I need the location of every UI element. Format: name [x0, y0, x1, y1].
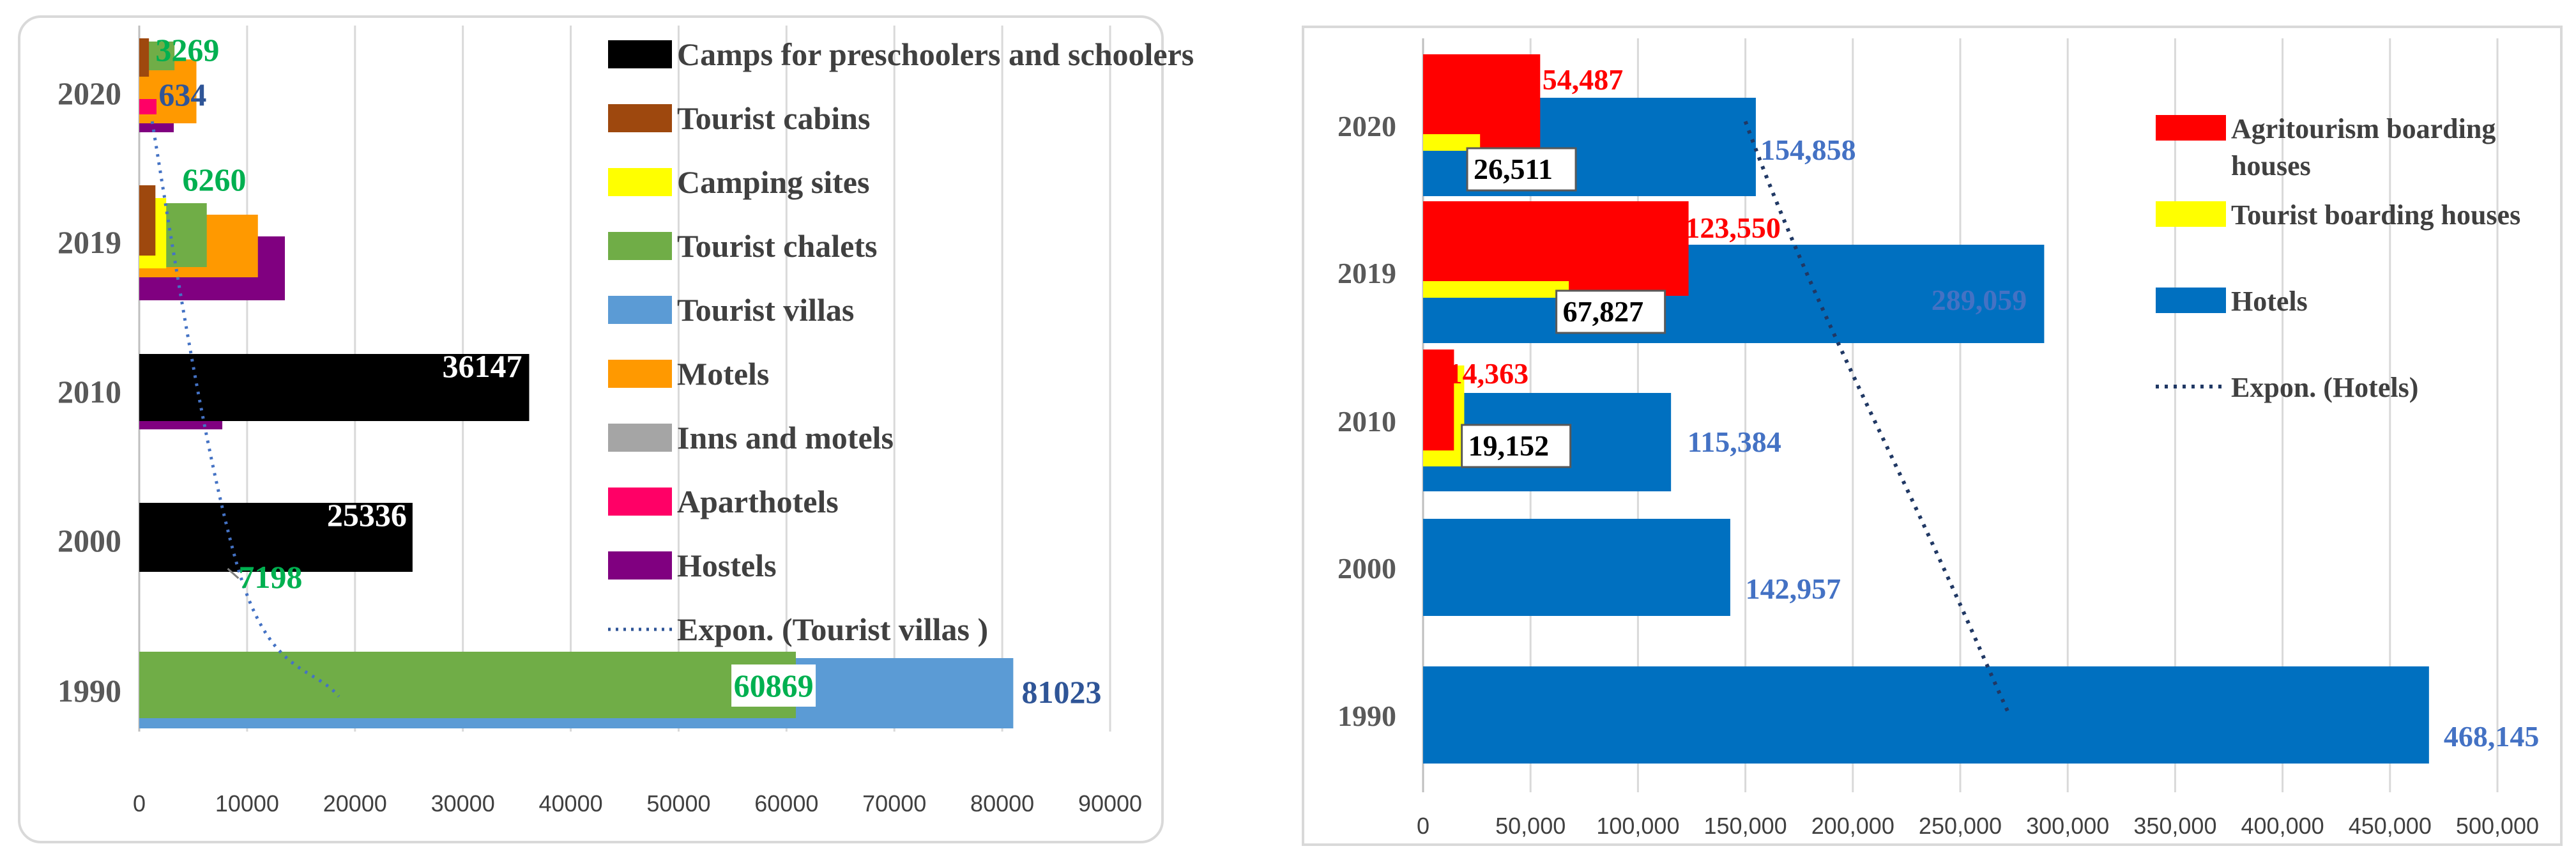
- legend-right-swatch: [2156, 115, 2226, 141]
- bar-right-hotels-1990: [1423, 666, 2429, 764]
- data-label-left: 36147: [443, 348, 522, 384]
- bar-left-tourist-chalets-1990: [139, 652, 796, 718]
- legend-left-swatch: [608, 104, 672, 132]
- legend-left-swatch: [608, 424, 672, 452]
- legend-right-label: Hotels: [2231, 286, 2308, 317]
- chart-left-accommodation-types: 0 10000 20000 30000 40000 50000 60000 70000 8000…: [18, 15, 1194, 843]
- x-tick-label-left: 20000: [323, 790, 387, 817]
- legend-right-label: Tourist boarding houses: [2231, 199, 2520, 231]
- y-category-label-left: 2000: [57, 523, 121, 558]
- x-tick-label-right: 0: [1417, 813, 1429, 839]
- chart-left-frame: [18, 15, 1164, 843]
- legend-left-swatch: [608, 360, 672, 388]
- trendline-right-hotels: [1743, 120, 2012, 717]
- x-tick-label-left: 50000: [646, 790, 710, 817]
- x-tick-label-right: 100,000: [1596, 813, 1679, 839]
- bar-right-agritourism-2019: [1423, 201, 1689, 296]
- x-tick-label-left: 70000: [862, 790, 926, 817]
- bar-right-agritourism-2020: [1423, 54, 1541, 149]
- legend-left-swatch: [608, 551, 672, 580]
- x-tick-label-left: 80000: [970, 790, 1034, 817]
- data-label-left: 6260: [183, 162, 247, 197]
- x-tick-label-left: 90000: [1078, 790, 1142, 817]
- data-label-right: 123,550: [1685, 211, 1781, 244]
- data-label-left: 60869: [734, 668, 814, 703]
- legend-right-swatch: [2156, 201, 2226, 227]
- y-category-label-right: 1990: [1338, 700, 1396, 732]
- bar-left-tourist-cabins-2020: [139, 38, 149, 77]
- data-label-left: 25336: [327, 497, 407, 533]
- x-tick-label-right: 200,000: [1811, 813, 1894, 839]
- bar-right-boarding-2019: [1423, 281, 1569, 298]
- x-tick-label-right: 500,000: [2456, 813, 2539, 839]
- legend-left-swatch: [608, 168, 672, 196]
- legend-right-label: Expon. (Hotels): [2231, 372, 2418, 403]
- data-label-left: 81023: [1022, 674, 1102, 710]
- x-tick-label-right: 450,000: [2349, 813, 2432, 839]
- bar-right-agritourism-2010-front: [1423, 349, 1454, 450]
- data-label-left: 634: [158, 77, 206, 112]
- legend-left-swatch: [608, 40, 672, 68]
- chart-right-hotels-boarding: 0 50,000 100,000 150,000 200,000 250,000 300,0…: [1302, 26, 2563, 846]
- data-label-right: 19,152: [1468, 429, 1550, 462]
- legend-left-swatch: [608, 488, 672, 516]
- legend-left-label: Hostels: [677, 548, 777, 583]
- y-category-label-left: 1990: [57, 673, 121, 709]
- x-tick-label-left: 30000: [431, 790, 495, 817]
- bar-left-camps-for-preschoolers-and-schoolers-2010: [139, 354, 530, 421]
- bar-left-tourist-cabins-2019: [139, 185, 156, 256]
- data-label-right: 14,363: [1448, 357, 1529, 390]
- legend-left-label: Tourist chalets: [677, 228, 877, 264]
- legend-left-label: Camps for preschoolers and schoolers: [677, 36, 1194, 72]
- bar-right-hotels-2000: [1423, 519, 1730, 616]
- legend-left-swatch: [608, 296, 672, 324]
- trendline-left-villas: [150, 121, 340, 698]
- leader-line-7198: [227, 567, 240, 580]
- legend-right-swatch: [2156, 288, 2226, 313]
- legend-left-label: Aparthotels: [677, 484, 839, 519]
- data-label-box-right: [1466, 147, 1577, 192]
- x-tick-label-right: 350,000: [2133, 813, 2216, 839]
- y-category-label-right: 2019: [1338, 257, 1396, 289]
- data-label-right: 54,487: [1543, 63, 1624, 96]
- data-label-box-right: [1461, 424, 1572, 468]
- data-label-right: 289,059: [1932, 284, 2027, 316]
- legend-left-swatch: [608, 232, 672, 260]
- y-category-label-right: 2010: [1338, 405, 1396, 438]
- legend-left-label: Inns and motels: [677, 420, 894, 456]
- x-tick-label-left: 60000: [754, 790, 818, 817]
- y-category-label-left: 2020: [57, 75, 121, 111]
- x-tick-label-right: 400,000: [2241, 813, 2324, 839]
- y-category-label-left: 2010: [57, 374, 121, 410]
- legend-right-label: Agritourism boarding houses: [2231, 113, 2496, 181]
- data-label-right: 67,827: [1563, 295, 1644, 328]
- data-label-left: 7198: [238, 559, 302, 595]
- bar-left-camps-for-preschoolers-and-schoolers-2000: [139, 503, 413, 572]
- legend-left-label: Tourist cabins: [677, 100, 870, 136]
- data-label-right: 26,511: [1474, 153, 1553, 185]
- y-category-label-right: 2000: [1338, 552, 1396, 585]
- data-label-box-left: [731, 664, 816, 707]
- x-tick-label-left: 0: [133, 790, 146, 817]
- y-category-label-left: 2019: [57, 224, 121, 260]
- x-tick-label-right: 300,000: [2026, 813, 2109, 839]
- legend-left-label: Tourist villas: [677, 292, 854, 328]
- data-label-left: 3269: [155, 32, 219, 68]
- x-tick-label-left: 10000: [215, 790, 279, 817]
- legend-left-label: Expon. (Tourist villas ): [677, 611, 988, 647]
- data-label-right: 154,858: [1760, 134, 1856, 166]
- x-tick-label-right: 50,000: [1495, 813, 1566, 839]
- bar-left-aparthotels-2020: [139, 99, 157, 114]
- data-label-right: 468,145: [2444, 720, 2540, 753]
- x-tick-label-right: 250,000: [1919, 813, 2002, 839]
- data-label-right: 115,384: [1688, 426, 1781, 458]
- y-category-label-right: 2020: [1338, 110, 1396, 142]
- data-label-right: 142,957: [1746, 572, 1841, 605]
- legend-left-label: Motels: [677, 356, 769, 392]
- x-tick-label-left: 40000: [539, 790, 603, 817]
- data-label-box-right: [1555, 289, 1666, 334]
- legend-left-label: Camping sites: [677, 164, 869, 200]
- x-tick-label-right: 150,000: [1704, 813, 1787, 839]
